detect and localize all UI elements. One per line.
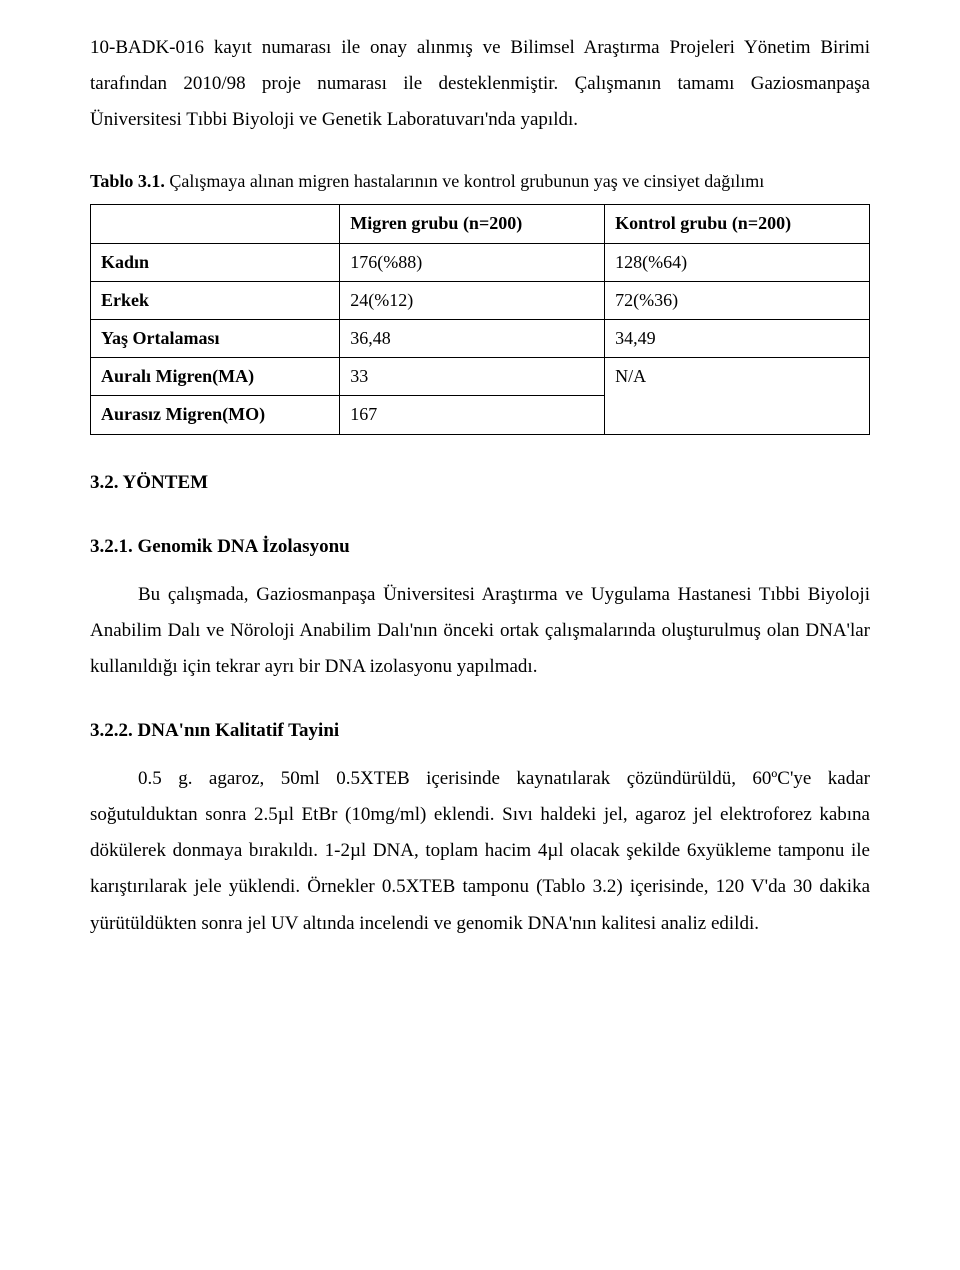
cell: 36,48 <box>340 320 605 358</box>
cell: 128(%64) <box>605 243 870 281</box>
section-3-2-1-body: Bu çalışmada, Gaziosmanpaşa Üniversitesi… <box>90 577 870 685</box>
table-row: Yaş Ortalaması 36,48 34,49 <box>91 320 870 358</box>
intro-paragraph: 10-BADK-016 kayıt numarası ile onay alın… <box>90 30 870 138</box>
section-3-2-2-body: 0.5 g. agaroz, 50ml 0.5XTEB içerisinde k… <box>90 761 870 941</box>
cell: 167 <box>340 396 605 434</box>
cell: 33 <box>340 358 605 396</box>
data-table: Migren grubu (n=200) Kontrol grubu (n=20… <box>90 204 870 434</box>
table-row: Erkek 24(%12) 72(%36) <box>91 281 870 319</box>
cell: 72(%36) <box>605 281 870 319</box>
table-row: Auralı Migren(MA) 33 N/A <box>91 358 870 396</box>
section-3-2-heading: 3.2. YÖNTEM <box>90 465 870 501</box>
document-page: 10-BADK-016 kayıt numarası ile onay alın… <box>0 0 960 1270</box>
row-label: Yaş Ortalaması <box>91 320 340 358</box>
cell: 176(%88) <box>340 243 605 281</box>
row-label: Kadın <box>91 243 340 281</box>
table-caption-label: Tablo 3.1. <box>90 171 165 191</box>
table-row: Kadın 176(%88) 128(%64) <box>91 243 870 281</box>
table-header-row: Migren grubu (n=200) Kontrol grubu (n=20… <box>91 205 870 243</box>
cell: 34,49 <box>605 320 870 358</box>
cell-na: N/A <box>605 358 870 434</box>
row-label: Erkek <box>91 281 340 319</box>
table-header-blank <box>91 205 340 243</box>
row-label: Auralı Migren(MA) <box>91 358 340 396</box>
cell: 24(%12) <box>340 281 605 319</box>
section-3-2-2-heading: 3.2.2. DNA'nın Kalitatif Tayini <box>90 713 870 749</box>
table-header-migren: Migren grubu (n=200) <box>340 205 605 243</box>
table-header-kontrol: Kontrol grubu (n=200) <box>605 205 870 243</box>
row-label: Aurasız Migren(MO) <box>91 396 340 434</box>
section-3-2-1-heading: 3.2.1. Genomik DNA İzolasyonu <box>90 529 870 565</box>
table-caption-text: Çalışmaya alınan migren hastalarının ve … <box>165 171 764 191</box>
table-caption: Tablo 3.1. Çalışmaya alınan migren hasta… <box>90 164 870 198</box>
